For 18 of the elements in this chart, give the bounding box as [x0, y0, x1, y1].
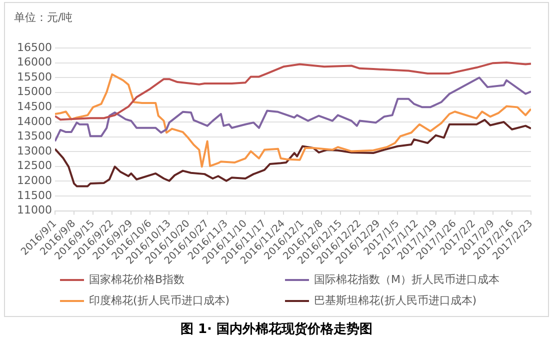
- y-tick-label: 14000: [16, 114, 52, 128]
- y-axis-title: 单位：元/吨: [14, 10, 73, 25]
- y-tick-label: 13000: [16, 144, 52, 158]
- text: 图 1· 国内外棉花现货价格走势图: [179, 321, 374, 338]
- y-tick-label: 13500: [16, 130, 52, 143]
- y-tick-label: 11500: [16, 188, 52, 202]
- y-tick-label: 12000: [16, 174, 52, 188]
- legend-label: 国际棉花指数（M）折人民币进口成本: [314, 272, 500, 287]
- y-tick-label: 14500: [16, 100, 52, 114]
- y-tick-label: 15000: [16, 85, 52, 98]
- y-tick-label: 12500: [16, 159, 52, 172]
- legend-label: 巴基斯坦棉花(折人民币进口成本): [314, 293, 477, 308]
- y-tick-label: 11000: [16, 204, 52, 217]
- y-tick-label: 16000: [16, 56, 52, 69]
- legend-label: 国家棉花价格B指数: [89, 272, 185, 287]
- y-tick-label: 15500: [16, 70, 52, 84]
- y-tick-label: 16500: [16, 40, 52, 54]
- legend-label: 印度棉花(折人民币进口成本): [89, 293, 230, 308]
